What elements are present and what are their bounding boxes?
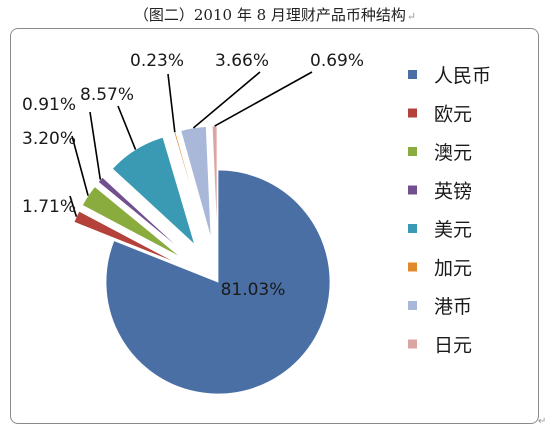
legend-label-1: 人民币 — [434, 65, 491, 87]
legend-swatch-6 — [408, 262, 417, 272]
leader-line-6 — [167, 73, 176, 133]
leader-line-8 — [214, 71, 313, 127]
legend-label-3: 澳元 — [434, 142, 472, 164]
legend-swatch-2 — [408, 108, 417, 118]
legend-label-5: 美元 — [434, 219, 472, 241]
legend-label-8: 日元 — [434, 335, 472, 357]
legend-label-7: 港币 — [434, 296, 472, 318]
pie-slice-7 — [180, 126, 212, 239]
chart-title: （图二）2010 年 8 月理财产品币种结构↵ — [0, 4, 550, 25]
leader-line-3 — [71, 135, 89, 196]
legend-label-2: 欧元 — [434, 104, 472, 126]
leader-line-5 — [117, 105, 137, 150]
data-label-5: 8.57% — [80, 85, 134, 105]
legend-label-6: 加元 — [434, 258, 472, 280]
legend-swatch-5 — [408, 224, 417, 233]
leader-line-2 — [69, 195, 78, 217]
leader-line-7 — [192, 71, 261, 129]
legend-swatch-7 — [408, 301, 417, 310]
chart-title-text: （图二）2010 年 8 月理财产品币种结构 — [133, 6, 406, 24]
paragraph-mark: ↵ — [538, 416, 547, 427]
legend-swatch-1 — [408, 70, 417, 79]
data-label-7: 3.66% — [215, 51, 269, 71]
leader-line-4 — [89, 111, 102, 180]
legend-swatch-8 — [408, 339, 417, 349]
legend-swatch-3 — [408, 147, 417, 156]
paragraph-mark: ↵ — [406, 10, 417, 23]
data-label-2: 1.71% — [22, 197, 76, 217]
data-label-3: 3.20% — [22, 129, 76, 149]
data-label-6: 0.23% — [130, 51, 184, 71]
data-label-8: 0.69% — [310, 51, 364, 71]
pie-slice-8 — [211, 125, 218, 239]
pie-slice-5 — [111, 136, 196, 246]
pie-slice-1 — [105, 169, 331, 395]
legend-label-4: 英镑 — [434, 181, 472, 203]
data-label-1: 81.03% — [221, 280, 286, 300]
pie-slice-2 — [73, 210, 179, 264]
legend-swatch-4 — [408, 185, 417, 195]
data-label-4: 0.91% — [22, 95, 76, 115]
